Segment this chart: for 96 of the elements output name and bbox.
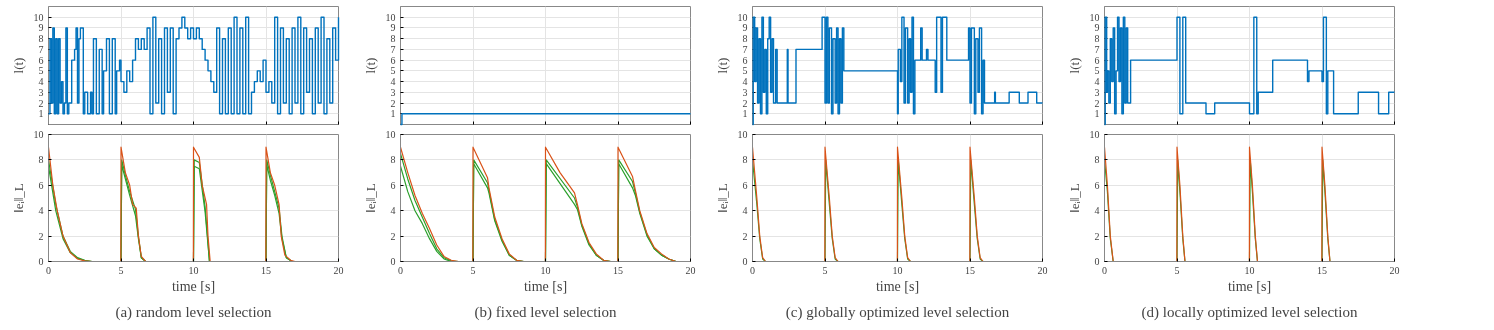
y-axis-title: l(t) <box>10 57 26 74</box>
y-tick-label: 6 <box>38 54 44 66</box>
y-tick-label: 9 <box>742 22 748 34</box>
y-tick-label: 10 <box>737 129 748 140</box>
x-axis-title: time [s] <box>875 278 920 294</box>
y-tick-label: 5 <box>742 65 748 77</box>
y-tick-label: 9 <box>38 22 44 34</box>
y-tick-label: 10 <box>1089 129 1100 140</box>
x-tick-label: 15 <box>965 264 975 276</box>
y-tick-label: 4 <box>390 76 396 88</box>
y-tick-label: 1 <box>38 108 44 120</box>
y-tick-label: 8 <box>390 154 396 166</box>
y-tick-label: 4 <box>1094 205 1100 217</box>
y-tick-label: 2 <box>742 97 748 109</box>
y-tick-label: 8 <box>38 154 44 166</box>
y-tick-label: 3 <box>390 86 396 98</box>
y-tick-label: 10 <box>385 129 396 140</box>
y-tick-label: 8 <box>390 33 396 45</box>
y-tick-label: 2 <box>38 97 44 109</box>
y-tick-label: 5 <box>390 65 396 77</box>
y-tick-label: 4 <box>38 76 44 88</box>
x-tick-label: 15 <box>261 264 271 276</box>
y-axis-title: ‖eᵢ‖_L <box>362 183 378 213</box>
y-axis-title: l(t) <box>714 57 730 74</box>
y-tick-label: 6 <box>742 54 748 66</box>
y-tick-label: 8 <box>1094 33 1100 45</box>
y-tick-label: 4 <box>742 205 748 217</box>
y-tick-label: 10 <box>385 11 396 23</box>
x-tick-label: 5 <box>118 264 124 276</box>
y-tick-label: 2 <box>390 97 396 109</box>
y-tick-label: 2 <box>38 230 44 242</box>
x-tick-label: 10 <box>540 264 551 276</box>
x-tick-label: 15 <box>613 264 623 276</box>
x-tick-label: 20 <box>333 264 344 276</box>
y-tick-label: 7 <box>742 43 748 55</box>
y-tick-label: 7 <box>1094 43 1100 55</box>
x-tick-label: 20 <box>1389 264 1400 276</box>
y-tick-label: 0 <box>390 256 396 267</box>
x-tick-label: 5 <box>1174 264 1180 276</box>
x-tick-label: 20 <box>685 264 696 276</box>
y-tick-label: 0 <box>38 256 44 267</box>
x-axis-title: time [s] <box>171 278 216 294</box>
y-tick-label: 0 <box>1094 256 1100 267</box>
x-tick-label: 15 <box>1317 264 1327 276</box>
y-tick-label: 6 <box>742 179 748 191</box>
y-tick-label: 8 <box>1094 154 1100 166</box>
y-tick-label: 6 <box>390 54 396 66</box>
y-tick-label: 5 <box>1094 65 1100 77</box>
y-tick-label: 2 <box>390 230 396 242</box>
y-tick-label: 1 <box>1094 108 1100 120</box>
y-tick-label: 9 <box>1094 22 1100 34</box>
y-tick-label: 1 <box>390 108 396 120</box>
text: (c) globally optimized level selection <box>785 303 1010 321</box>
y-tick-label: 6 <box>1094 179 1100 191</box>
y-tick-label: 6 <box>390 179 396 191</box>
x-tick-label: 10 <box>188 264 199 276</box>
y-tick-label: 4 <box>742 76 748 88</box>
x-axis-title: time [s] <box>523 278 568 294</box>
text: (d) locally optimized level selection <box>1141 303 1358 321</box>
y-axis-title: ‖eᵢ‖_L <box>10 183 26 213</box>
y-tick-label: 10 <box>33 11 44 23</box>
y-axis-title: l(t) <box>362 57 378 74</box>
y-axis-title: l(t) <box>1066 57 1082 74</box>
y-tick-label: 2 <box>742 230 748 242</box>
text: (a) random level selection <box>115 303 273 321</box>
y-tick-label: 4 <box>390 205 396 217</box>
y-tick-label: 4 <box>38 205 44 217</box>
y-tick-label: 3 <box>38 86 44 98</box>
y-tick-label: 2 <box>1094 230 1100 242</box>
x-tick-label: 10 <box>1244 264 1255 276</box>
y-tick-label: 5 <box>38 65 44 77</box>
y-tick-label: 3 <box>1094 86 1100 98</box>
y-tick-label: 0 <box>742 256 748 267</box>
y-axis-title: ‖eᵢ‖_L <box>714 183 730 213</box>
x-tick-label: 5 <box>470 264 476 276</box>
y-tick-label: 6 <box>1094 54 1100 66</box>
y-axis-title: ‖eᵢ‖_L <box>1066 183 1082 213</box>
y-tick-label: 8 <box>38 33 44 45</box>
y-tick-label: 9 <box>390 22 396 34</box>
y-tick-label: 10 <box>33 129 44 140</box>
x-axis-title: time [s] <box>1227 278 1272 294</box>
x-tick-label: 20 <box>1037 264 1048 276</box>
y-tick-label: 8 <box>742 154 748 166</box>
x-tick-label: 5 <box>822 264 828 276</box>
y-tick-label: 6 <box>38 179 44 191</box>
y-tick-label: 7 <box>38 43 44 55</box>
y-tick-label: 2 <box>1094 97 1100 109</box>
y-tick-label: 1 <box>742 108 748 120</box>
y-tick-label: 8 <box>742 33 748 45</box>
y-tick-label: 7 <box>390 43 396 55</box>
x-tick-label: 10 <box>892 264 903 276</box>
y-tick-label: 4 <box>1094 76 1100 88</box>
y-tick-label: 10 <box>737 11 748 23</box>
text: (b) fixed level selection <box>474 303 618 321</box>
y-tick-label: 3 <box>742 86 748 98</box>
y-tick-label: 10 <box>1089 11 1100 23</box>
